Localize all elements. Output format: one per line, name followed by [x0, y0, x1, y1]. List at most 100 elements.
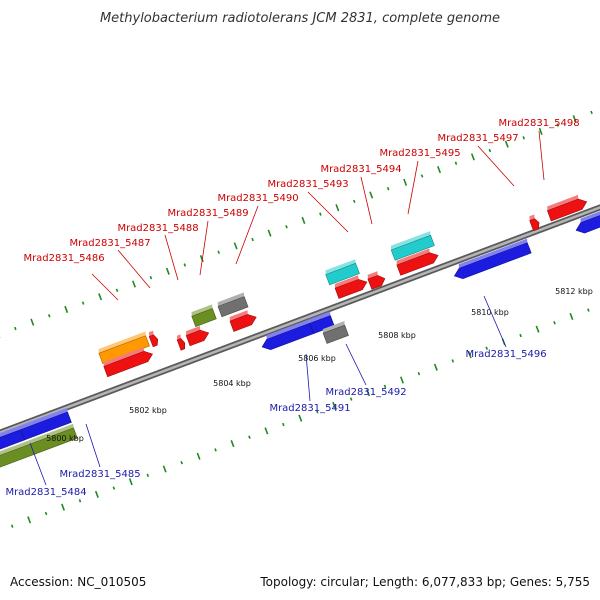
upper-tick — [488, 148, 492, 153]
forward-gene-top — [98, 331, 146, 354]
scale-label: 5806 kbp — [298, 354, 336, 363]
forward-gene-top — [185, 326, 201, 336]
forward-gene-top — [217, 292, 245, 307]
upper-tick — [30, 318, 35, 326]
forward-leader-line — [91, 273, 119, 301]
upper-tick — [183, 263, 187, 267]
forward-gene-top — [390, 231, 431, 250]
forward-gene — [396, 252, 439, 276]
scale-label: 5800 kbp — [46, 434, 84, 443]
forward-gene — [176, 338, 185, 351]
lower-tick — [248, 435, 251, 439]
forward-gene-top — [367, 271, 378, 279]
forward-gene — [229, 314, 257, 332]
reverse-leader-line — [345, 343, 367, 386]
lower-tick — [146, 473, 150, 478]
lower-tick — [315, 410, 319, 414]
reverse-gene-top — [322, 321, 345, 334]
reverse-gene — [575, 215, 600, 234]
forward-gene — [148, 334, 159, 348]
upper-tick — [115, 288, 119, 293]
upper-tick — [199, 255, 204, 263]
backbone — [0, 206, 600, 434]
reverse-gene — [261, 322, 314, 351]
upper-tick — [572, 115, 577, 123]
forward-gene-label: Mrad2831_5487 — [69, 238, 150, 249]
reverse-gene — [0, 427, 78, 468]
upper-tick — [353, 199, 356, 204]
upper-tick — [267, 229, 272, 237]
reverse-gene — [20, 411, 72, 441]
lower-tick — [433, 363, 438, 371]
lower-tick — [196, 452, 201, 460]
lower-tick — [298, 414, 303, 422]
scale-label: 5808 kbp — [378, 331, 416, 340]
upper-tick — [556, 123, 559, 127]
upper-tick — [132, 280, 136, 288]
upper-tick — [437, 166, 442, 174]
upper-tick — [251, 237, 254, 242]
forward-gene-label: Mrad2831_5486 — [23, 253, 104, 264]
lower-tick — [399, 376, 404, 384]
upper-tick — [81, 301, 85, 305]
reverse-leader-line — [305, 353, 311, 402]
reverse-gene-top — [458, 238, 528, 269]
reverse-gene-top — [0, 423, 74, 456]
lower-tick — [366, 389, 371, 397]
lower-tick — [332, 401, 337, 409]
map-title: Methylobacterium radiotolerans JCM 2831,… — [100, 11, 500, 26]
upper-tick — [285, 225, 288, 229]
upper-tick — [420, 174, 424, 178]
forward-gene — [367, 275, 386, 290]
upper-tick — [590, 110, 593, 115]
lower-tick — [451, 359, 455, 363]
accession-text: Accession: NC_010505 — [10, 575, 146, 589]
lower-tick — [349, 397, 353, 401]
lower-tick — [128, 478, 133, 486]
forward-leader-line — [199, 220, 209, 276]
upper-tick — [504, 140, 509, 148]
reverse-gene-top — [309, 311, 331, 324]
lower-tick — [467, 351, 472, 359]
lower-tick — [112, 486, 116, 490]
forward-leader-line — [117, 249, 151, 289]
upper-tick — [369, 191, 374, 199]
forward-gene-label: Mrad2831_5495 — [379, 148, 460, 159]
reverse-leader-line — [29, 442, 47, 486]
forward-leader-line — [538, 130, 545, 181]
forward-gene — [547, 198, 588, 222]
lower-tick — [535, 325, 540, 333]
lower-tick — [44, 511, 48, 516]
lower-tick — [78, 499, 82, 503]
forward-gene-top — [396, 248, 430, 265]
scale-label: 5804 kbp — [213, 379, 251, 388]
forward-gene — [390, 234, 435, 261]
lower-tick — [230, 440, 235, 448]
lower-tick — [553, 321, 556, 325]
forward-gene-top — [103, 347, 144, 367]
lower-tick — [485, 346, 488, 350]
forward-gene-top — [176, 334, 181, 340]
forward-gene — [529, 218, 540, 232]
forward-gene-label: Mrad2831_5490 — [217, 193, 298, 204]
upper-tick — [64, 305, 69, 313]
reverse-leader-line — [483, 295, 507, 348]
scale-label: 5812 kbp — [555, 287, 593, 296]
forward-gene-top — [191, 304, 213, 317]
lower-tick — [10, 524, 14, 528]
forward-gene-label: Mrad2831_5488 — [117, 223, 198, 234]
genome-summary-text: Topology: circular; Length: 6,077,833 bp… — [259, 575, 590, 589]
upper-tick — [301, 216, 306, 225]
forward-gene-top — [334, 275, 359, 289]
reverse-leader-line — [85, 423, 101, 468]
reverse-gene — [322, 324, 349, 344]
forward-gene — [103, 350, 153, 378]
map-layer: 5800 kbp 5802 kbp 5804 kbp 5806 kbp 5808 kbp… — [0, 110, 600, 528]
reverse-gene-top — [0, 425, 21, 438]
forward-leader-line — [164, 234, 179, 281]
lower-tick — [519, 333, 522, 338]
forward-gene — [191, 308, 217, 327]
lower-tick — [214, 448, 217, 452]
forward-gene — [334, 279, 368, 299]
